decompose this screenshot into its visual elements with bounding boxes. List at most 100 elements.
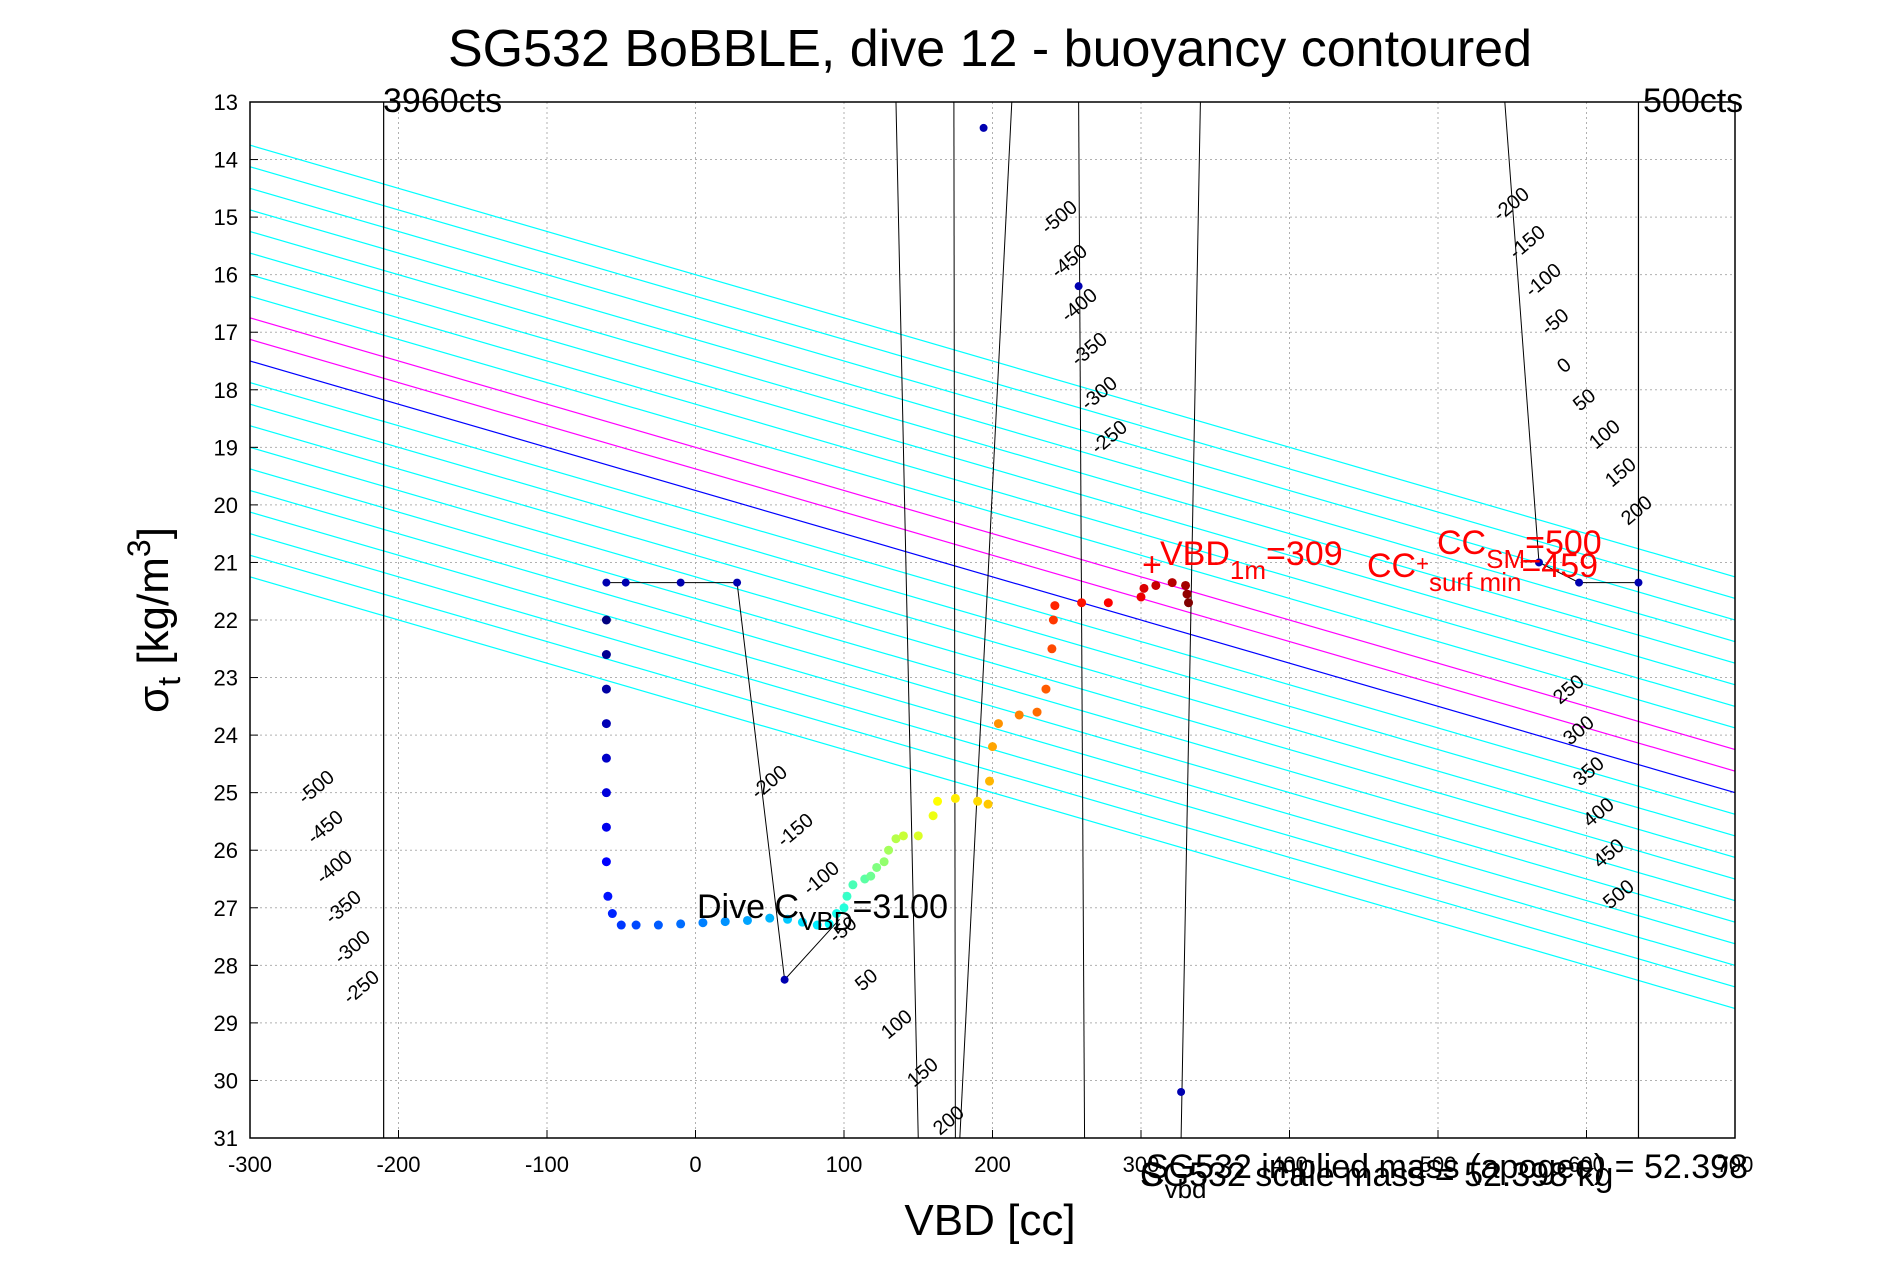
contour-label: -200	[1489, 183, 1534, 226]
data-point	[602, 754, 611, 763]
steep-reference-line	[1181, 102, 1200, 1138]
data-point	[602, 857, 611, 866]
y-tick-label: 24	[214, 723, 238, 748]
data-point	[929, 811, 938, 820]
contour-label: -250	[339, 966, 384, 1009]
contour-label: -350	[321, 886, 366, 929]
y-axis-label: σt [kg/m3]	[121, 527, 187, 713]
data-point	[602, 823, 611, 832]
contour-label: 450	[1589, 835, 1629, 873]
data-point	[1181, 581, 1190, 590]
chart-title: SG532 BoBBLE, dive 12 - buoyancy contour…	[448, 20, 1532, 78]
marker-point	[1177, 1088, 1185, 1096]
steep-reference-line	[896, 102, 918, 1138]
data-point	[654, 921, 663, 930]
contour-label: 150	[903, 1054, 943, 1092]
data-point	[1047, 644, 1056, 653]
contour-label: 200	[1617, 492, 1657, 530]
data-point	[602, 650, 611, 659]
y-tick-label: 31	[214, 1126, 238, 1151]
marker-point	[602, 579, 610, 587]
y-tick-label: 14	[214, 148, 238, 173]
y-axis-label-unit: [kg/m	[129, 557, 178, 677]
y-axis-label-sub: t	[151, 677, 187, 686]
vbd-1m-plus: +	[1142, 546, 1162, 584]
contour-label: 300	[1559, 712, 1599, 750]
data-point	[602, 616, 611, 625]
y-tick-label: 27	[214, 896, 238, 921]
contour-label: -450	[303, 806, 348, 849]
y-tick-label: 20	[214, 493, 238, 518]
contour-label: -250	[1087, 416, 1132, 459]
x-tick-label: 100	[826, 1152, 863, 1177]
data-point	[1050, 601, 1059, 610]
contour-labels: -500-450-400-350-300-250-500-450-400-350…	[294, 183, 1657, 1140]
contour-label: -300	[330, 926, 375, 969]
data-point	[842, 892, 851, 901]
x-tick-label: -100	[525, 1152, 569, 1177]
y-tick-label: 25	[214, 781, 238, 806]
data-point	[602, 685, 611, 694]
y-tick-label: 15	[214, 205, 238, 230]
data-point	[899, 831, 908, 840]
contour-label: 0	[1553, 354, 1576, 378]
y-axis-label-sup: 3	[121, 539, 157, 557]
data-point	[676, 919, 685, 928]
contour-label: 400	[1579, 794, 1619, 832]
contour-label: -500	[1037, 196, 1082, 239]
y-tick-label: 21	[214, 550, 238, 575]
contour-label: 350	[1569, 753, 1609, 791]
steep-reference-line	[1505, 102, 1539, 562]
data-point	[1183, 590, 1192, 599]
data-point	[973, 797, 982, 806]
data-point	[1137, 592, 1146, 601]
y-tick-label: 26	[214, 838, 238, 863]
y-tick-label: 16	[214, 263, 238, 288]
data-point	[914, 831, 923, 840]
data-point	[880, 857, 889, 866]
contour-label: -100	[1521, 259, 1566, 302]
marker-point	[1634, 579, 1642, 587]
x-tick-label: 200	[974, 1152, 1011, 1177]
y-tick-label: 22	[214, 608, 238, 633]
contour-label: 100	[1585, 416, 1625, 454]
dive-c-annotation: Dive CVBD=3100	[697, 888, 948, 936]
vbd-1m-annotation: VBD1m=309	[1160, 535, 1343, 585]
contour-label: -150	[773, 809, 818, 852]
y-tick-label: 28	[214, 953, 238, 978]
contour-label: -100	[799, 857, 844, 900]
data-point	[933, 797, 942, 806]
x-tick-label: -200	[376, 1152, 420, 1177]
marker-point	[733, 579, 741, 587]
data-point	[951, 794, 960, 803]
data-point	[1139, 584, 1148, 593]
contour-label: -50	[1537, 304, 1573, 339]
marker-point	[677, 579, 685, 587]
y-tick-label: 13	[214, 90, 238, 115]
data-point	[984, 800, 993, 809]
x-tick-label: -300	[228, 1152, 272, 1177]
left-count-label: 3960cts	[383, 82, 502, 120]
y-tick-label: 19	[214, 435, 238, 460]
data-point	[603, 892, 612, 901]
y-axis-label-sigma: σ	[129, 686, 178, 713]
contour-label: -200	[747, 761, 792, 804]
marker-point	[622, 579, 630, 587]
data-point	[632, 921, 641, 930]
contour-label: -150	[1505, 221, 1550, 264]
data-point	[866, 872, 875, 881]
data-point	[1077, 598, 1086, 607]
scale-mass-text: SG532 scale mass = 52.398 kg	[1140, 1156, 1613, 1194]
data-point	[872, 863, 881, 872]
contour-label: -500	[294, 766, 339, 809]
data-point	[884, 846, 893, 855]
y-tick-label: 23	[214, 666, 238, 691]
svg-text:σt [kg/m3]: σt [kg/m3]	[121, 527, 187, 713]
data-point	[602, 719, 611, 728]
x-axis-label: VBD [cc]	[904, 1196, 1075, 1245]
marker-point	[980, 124, 988, 132]
marker-point	[781, 976, 789, 984]
